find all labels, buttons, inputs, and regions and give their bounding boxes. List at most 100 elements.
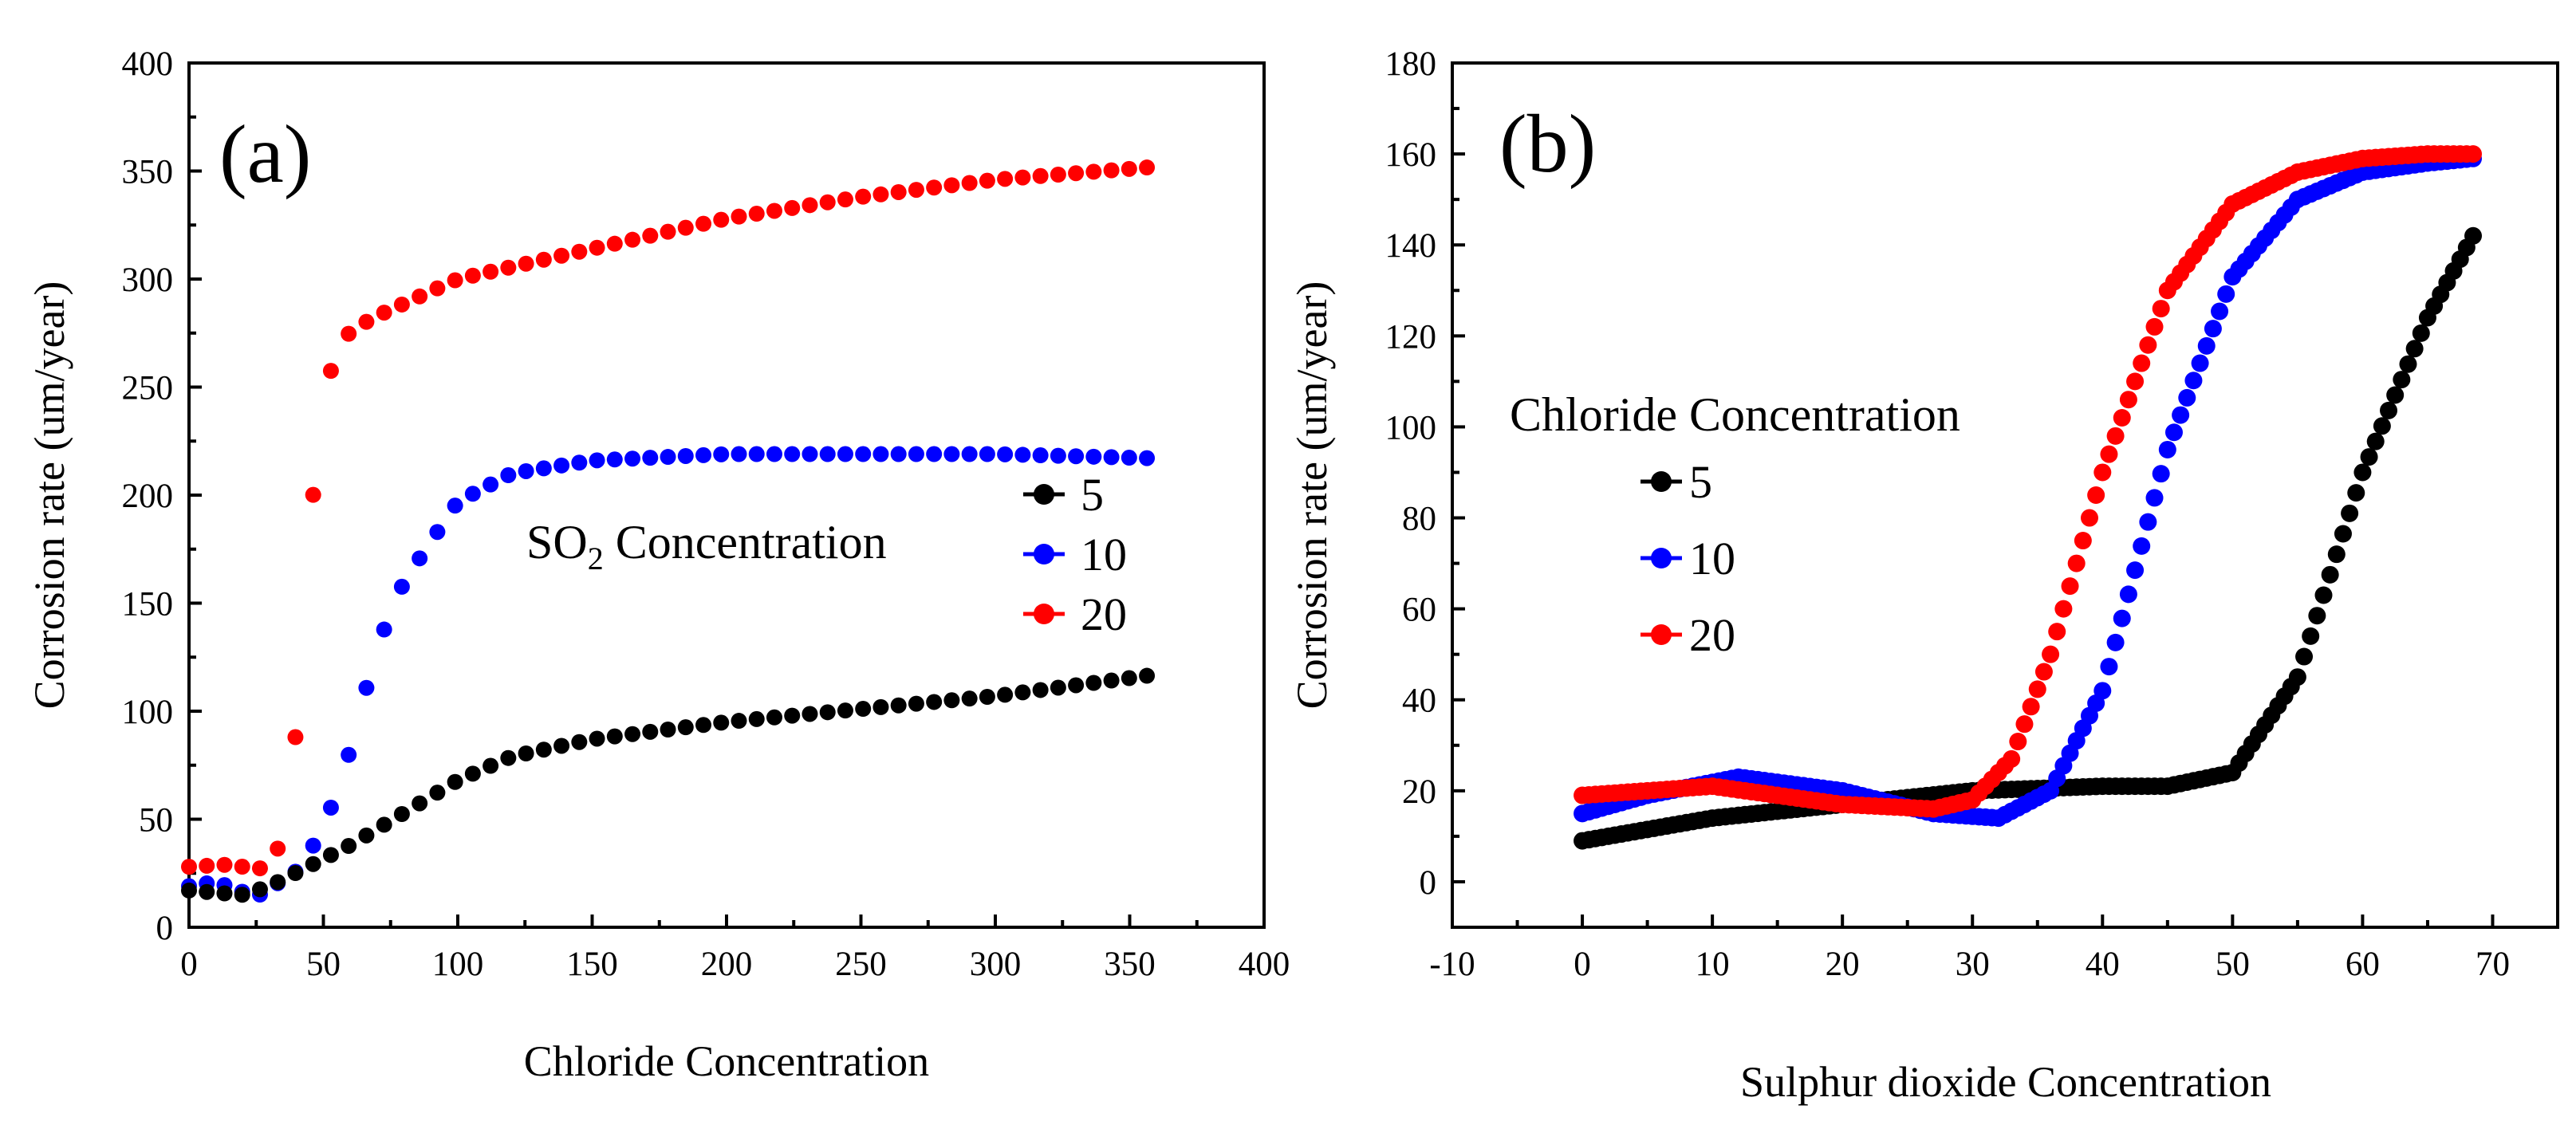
data-point <box>606 728 623 745</box>
data-point <box>2119 585 2137 604</box>
data-point <box>1139 667 1156 684</box>
series-10 <box>181 446 1156 903</box>
data-point <box>2308 607 2326 625</box>
data-point <box>234 887 250 903</box>
data-point <box>713 714 730 731</box>
data-point <box>802 197 818 214</box>
data-point <box>855 701 872 718</box>
data-point <box>305 486 321 503</box>
data-point <box>997 686 1014 703</box>
data-point <box>872 698 889 715</box>
data-point <box>535 741 552 758</box>
legend-marker-20 <box>1034 604 1054 624</box>
data-point <box>943 177 960 194</box>
data-point <box>2093 463 2112 482</box>
data-point <box>322 847 339 863</box>
data-point <box>1121 160 1137 177</box>
data-point <box>181 859 197 875</box>
data-point <box>589 452 605 469</box>
legend-title-a-sub: 2 <box>588 541 604 576</box>
data-point <box>819 704 836 721</box>
data-point <box>660 223 676 240</box>
data-point <box>500 749 517 766</box>
data-point <box>341 746 357 763</box>
data-point <box>429 280 446 297</box>
x-tick-label: 10 <box>1696 946 1730 983</box>
data-point <box>412 288 428 305</box>
data-point <box>837 191 853 208</box>
data-point <box>2386 386 2405 404</box>
data-point <box>1121 450 1137 466</box>
data-point <box>606 451 623 468</box>
data-point <box>322 363 339 380</box>
data-point <box>535 251 552 268</box>
legend-marker-10 <box>1034 544 1054 564</box>
x-tick-label: 50 <box>306 946 341 983</box>
data-point <box>2139 336 2157 354</box>
y-tick-label: 50 <box>139 802 173 840</box>
y-tick-label: 140 <box>1385 227 1437 265</box>
data-point <box>1103 449 1120 466</box>
data-point <box>766 709 782 726</box>
data-point <box>802 446 818 462</box>
data-point <box>2087 486 2105 504</box>
y-tick-label: 0 <box>1420 864 1437 902</box>
data-point <box>287 865 304 882</box>
data-point <box>1014 169 1031 186</box>
data-point <box>2113 609 2131 627</box>
y-tick-label: 180 <box>1385 45 1437 83</box>
data-point <box>1032 682 1049 698</box>
legend-title-a-main: SO <box>526 516 588 568</box>
data-point <box>624 450 641 467</box>
data-point <box>2399 355 2417 373</box>
data-point <box>518 462 534 479</box>
data-point <box>393 296 410 313</box>
data-point <box>997 171 1014 187</box>
data-point <box>571 734 588 750</box>
legend-title-b: Chloride Concentration <box>1510 388 1960 441</box>
x-tick-label: 300 <box>970 946 1022 983</box>
data-point <box>908 695 924 712</box>
data-point <box>1103 162 1120 179</box>
data-point <box>2028 680 2046 698</box>
data-point <box>926 694 943 710</box>
data-point <box>731 446 747 462</box>
data-point <box>2152 465 2170 483</box>
data-point <box>2022 698 2040 716</box>
data-point <box>837 702 853 719</box>
data-point <box>216 856 233 873</box>
data-point <box>695 446 712 463</box>
legend-label-20: 20 <box>1081 588 1127 640</box>
data-point <box>1085 163 1102 180</box>
legend-marker-20 <box>1651 624 1672 645</box>
data-point <box>2139 513 2157 531</box>
data-point <box>571 243 588 260</box>
data-point <box>642 227 659 244</box>
data-point <box>464 267 481 284</box>
data-point <box>2133 537 2151 555</box>
x-tick-label: 200 <box>701 946 753 983</box>
data-point <box>429 524 446 541</box>
y-tick-label: 120 <box>1385 318 1437 356</box>
data-point <box>2100 658 2118 676</box>
data-point <box>624 726 641 742</box>
data-point <box>2178 388 2196 407</box>
data-point <box>199 883 215 900</box>
y-tick-label: 150 <box>122 586 174 623</box>
data-point <box>2288 668 2306 686</box>
data-point <box>2074 532 2092 550</box>
data-point <box>624 231 641 248</box>
data-point <box>2100 445 2118 463</box>
series-20 <box>181 159 1156 877</box>
data-point <box>500 467 517 484</box>
legend-label-5: 5 <box>1689 456 1712 508</box>
x-tick-label: 40 <box>2086 946 2120 983</box>
data-point <box>464 765 481 782</box>
data-point <box>181 882 197 899</box>
data-point <box>2464 226 2483 245</box>
data-point <box>2061 577 2079 596</box>
chart-panel-b: -10 0 10 20 30 40 50 60 70 0 20 40 60 80 100 120 140 160 1… <box>1288 45 2559 1106</box>
y-tick-label: 40 <box>1402 682 1436 720</box>
data-point <box>376 816 392 833</box>
data-point <box>2015 715 2034 734</box>
